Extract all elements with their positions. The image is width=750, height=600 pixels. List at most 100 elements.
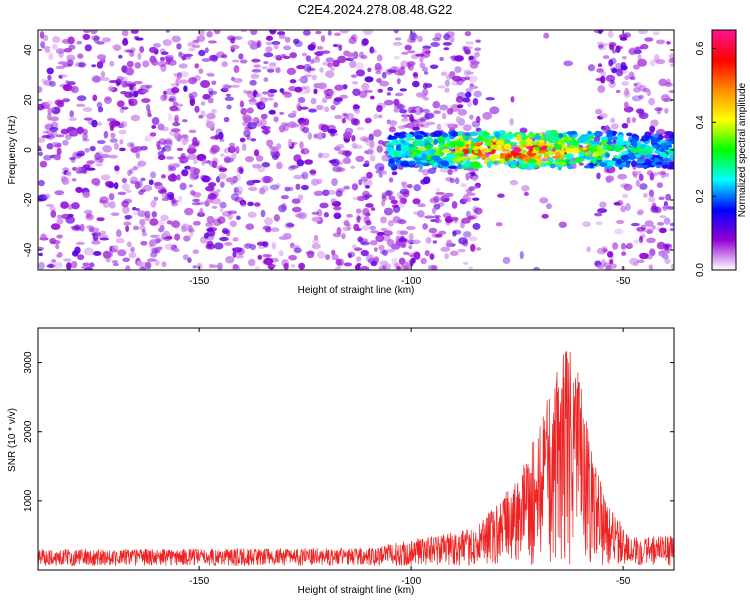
heatmap-cell bbox=[316, 208, 323, 217]
heatmap-cell bbox=[351, 183, 359, 191]
heatmap-cell bbox=[307, 132, 313, 141]
heatmap-cell bbox=[553, 143, 562, 150]
heatmap-cell bbox=[472, 197, 480, 201]
heatmap-cell bbox=[109, 138, 118, 143]
heatmap-cell bbox=[189, 98, 196, 107]
snr-frame bbox=[37, 327, 675, 571]
y-tick-label: 0 bbox=[23, 147, 34, 153]
heatmap-cell bbox=[188, 92, 193, 99]
heatmap-cell bbox=[161, 261, 167, 268]
snr-series-line bbox=[38, 350, 674, 567]
heatmap-cell bbox=[317, 152, 323, 159]
heatmap-cell bbox=[334, 84, 344, 91]
heatmap-cell bbox=[168, 95, 177, 103]
heatmap-cell bbox=[638, 173, 644, 182]
heatmap-cell bbox=[503, 143, 512, 151]
heatmap-cell bbox=[213, 242, 224, 250]
heatmap-cell bbox=[208, 90, 218, 95]
heatmap-cell bbox=[307, 43, 316, 51]
heatmap-cell bbox=[597, 63, 603, 68]
heatmap-cell bbox=[188, 77, 197, 85]
heatmap-cell bbox=[170, 82, 180, 88]
heatmap-cell bbox=[652, 31, 660, 36]
heatmap-cell bbox=[62, 63, 72, 68]
heatmap-cell bbox=[40, 78, 47, 83]
heatmap-cell bbox=[178, 79, 189, 84]
heatmap-cell bbox=[67, 204, 73, 210]
heatmap-cell bbox=[469, 61, 479, 69]
heatmap-cell bbox=[451, 216, 459, 222]
heatmap-cell bbox=[464, 76, 471, 81]
heatmap-cell bbox=[153, 181, 162, 186]
heatmap-cell bbox=[88, 227, 95, 233]
heatmap-cell bbox=[147, 258, 157, 262]
heatmap-cell bbox=[260, 209, 266, 218]
heatmap-cell bbox=[658, 78, 668, 87]
heatmap-cell bbox=[156, 144, 162, 151]
heatmap-cell bbox=[327, 30, 332, 36]
heatmap-cell bbox=[606, 129, 613, 137]
heatmap-cell bbox=[118, 54, 123, 59]
heatmap-cell bbox=[357, 236, 363, 243]
heatmap-cell bbox=[373, 113, 379, 120]
heatmap-cell bbox=[465, 91, 472, 98]
heatmap-cell bbox=[401, 183, 408, 189]
heatmap-cell bbox=[639, 235, 644, 244]
heatmap-cell bbox=[419, 62, 426, 69]
heatmap-cell bbox=[206, 215, 215, 224]
heatmap-cell bbox=[624, 75, 630, 80]
heatmap-cell bbox=[526, 138, 533, 142]
heatmap-cell bbox=[582, 221, 592, 227]
heatmap-cell bbox=[630, 160, 637, 168]
heatmap-cell bbox=[78, 62, 87, 68]
heatmap-cell bbox=[651, 224, 656, 230]
heatmap-cell bbox=[371, 49, 377, 54]
heatmap-cell bbox=[330, 66, 336, 72]
heatmap-cell bbox=[137, 210, 147, 217]
heatmap-cell bbox=[455, 116, 462, 123]
heatmap-cell bbox=[64, 80, 70, 84]
y-tick-label: 1000 bbox=[23, 489, 34, 512]
heatmap-cell bbox=[90, 30, 98, 35]
heatmap-cell bbox=[648, 189, 655, 198]
heatmap-cell bbox=[172, 121, 181, 127]
heatmap-cell bbox=[290, 264, 296, 268]
heatmap-cell bbox=[644, 37, 654, 42]
heatmap-cell bbox=[68, 156, 76, 161]
heatmap-cell bbox=[421, 162, 431, 167]
heatmap-cell bbox=[449, 177, 456, 184]
heatmap-cell bbox=[360, 241, 370, 246]
heatmap-cell bbox=[219, 236, 229, 242]
heatmap-cell bbox=[294, 86, 303, 93]
heatmap-cell bbox=[467, 216, 475, 220]
x-tick-label: -50 bbox=[616, 576, 631, 587]
heatmap-cell bbox=[417, 168, 424, 173]
heatmap-cell bbox=[499, 152, 504, 160]
heatmap-cell bbox=[103, 96, 113, 105]
heatmap-cell bbox=[91, 119, 98, 128]
heatmap-cell bbox=[654, 107, 663, 112]
heatmap-cell bbox=[495, 139, 505, 147]
heatmap-cell bbox=[596, 264, 605, 270]
heatmap-cell bbox=[421, 153, 427, 161]
heatmap-cell bbox=[279, 111, 285, 115]
heatmap-cell bbox=[258, 245, 265, 250]
heatmap-cell bbox=[656, 129, 666, 136]
heatmap-cell bbox=[484, 148, 490, 153]
heatmap-cell bbox=[250, 73, 260, 79]
heatmap-cell bbox=[288, 254, 298, 261]
heatmap-cell bbox=[292, 206, 302, 213]
heatmap-cell bbox=[455, 140, 466, 148]
heatmap-cell bbox=[71, 178, 77, 182]
heatmap-cell bbox=[263, 60, 269, 65]
heatmap-cell bbox=[432, 37, 441, 42]
heatmap-cell bbox=[377, 114, 383, 119]
heatmap-cell bbox=[171, 87, 180, 94]
heatmap-cell bbox=[52, 261, 63, 269]
heatmap-cell bbox=[441, 143, 451, 148]
heatmap-cell bbox=[417, 203, 426, 208]
heatmap-cell bbox=[614, 146, 623, 153]
heatmap-cell bbox=[140, 177, 146, 182]
heatmap-cell bbox=[336, 144, 345, 149]
heatmap-cell bbox=[390, 66, 398, 73]
